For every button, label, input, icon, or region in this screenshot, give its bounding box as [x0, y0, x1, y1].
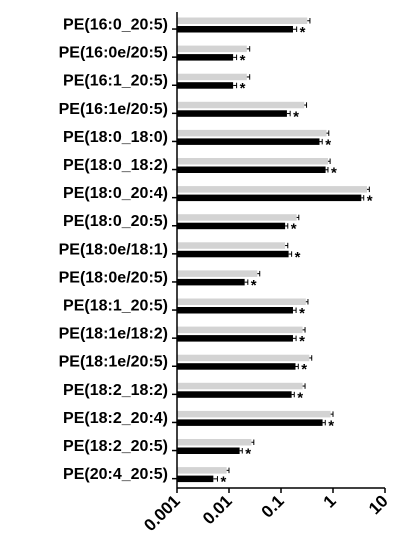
significance-star: *: [291, 221, 297, 238]
bar-treatment: [177, 82, 234, 89]
bar-control: [177, 382, 303, 390]
x-tick-label: 0.01: [199, 491, 236, 528]
category-label: PE(16:0e/20:5): [59, 45, 168, 62]
labels-layer: * PE(16:0_20:5) * PE(16:0e/20:5) * PE(16:1_20…: [59, 17, 392, 535]
bar-treatment: [177, 307, 293, 314]
category-label: PE(18:2_20:4): [63, 410, 168, 427]
category-label: PE(18:1e/20:5): [59, 354, 168, 371]
bar-treatment: [177, 335, 293, 342]
bar-treatment: [177, 54, 234, 61]
significance-star: *: [299, 333, 305, 350]
bar-treatment: [177, 26, 293, 33]
category-label: PE(18:0_20:4): [63, 185, 168, 202]
x-tick-label: 0.001: [140, 491, 184, 535]
bar-treatment: [177, 363, 296, 370]
significance-star: *: [245, 446, 251, 463]
significance-star: *: [240, 80, 246, 97]
bar-treatment: [177, 419, 323, 426]
bar-control: [177, 186, 367, 193]
bar-treatment: [177, 222, 286, 230]
significance-star: *: [240, 52, 246, 69]
category-label: PE(18:2_18:2): [63, 382, 168, 399]
significance-star: *: [301, 361, 307, 378]
significance-star: *: [251, 277, 257, 294]
significance-star: *: [331, 165, 337, 182]
category-label: PE(20:4_20:5): [63, 466, 168, 483]
category-label: PE(18:0_18:0): [63, 129, 168, 146]
bar-control: [177, 354, 310, 362]
category-label: PE(16:1_20:5): [63, 73, 168, 90]
bar-control: [177, 326, 303, 334]
category-label: PE(18:0e/18:1): [59, 241, 168, 258]
significance-star: *: [220, 474, 226, 491]
significance-star: *: [325, 136, 331, 153]
significance-star: *: [328, 417, 334, 434]
bar-treatment: [177, 475, 214, 483]
category-label: PE(18:0_18:2): [63, 157, 168, 174]
bar-treatment: [177, 391, 292, 398]
bar-control: [177, 214, 297, 221]
significance-star: *: [295, 249, 301, 266]
bar-treatment: [177, 194, 362, 202]
bar-treatment: [177, 138, 320, 145]
category-label: PE(18:0e/20:5): [59, 269, 168, 286]
significance-star: *: [300, 24, 306, 41]
bar-control: [177, 410, 331, 418]
axes-layer: [172, 12, 386, 493]
bar-control: [177, 298, 306, 305]
x-tick-label: 1: [320, 491, 340, 511]
category-label: PE(18:1_20:5): [63, 298, 168, 315]
bar-control: [177, 101, 305, 109]
bar-treatment: [177, 110, 287, 117]
bar-control: [177, 17, 308, 24]
category-label: PE(18:1e/18:2): [59, 326, 168, 343]
category-label: PE(18:2_20:5): [63, 438, 168, 455]
significance-star: *: [297, 389, 303, 406]
category-label: PE(16:1e/20:5): [59, 101, 168, 118]
bar-control: [177, 45, 247, 53]
bars-layer: [177, 17, 370, 483]
bar-control: [177, 129, 327, 137]
x-tick-label: 0.1: [258, 491, 288, 521]
bar-treatment: [177, 447, 240, 454]
bar-control: [177, 242, 286, 249]
bar-control: [177, 270, 258, 277]
bar-treatment: [177, 250, 289, 258]
bar-control: [177, 467, 227, 474]
significance-star: *: [367, 193, 373, 210]
bar-treatment: [177, 278, 245, 286]
bar-control: [177, 439, 252, 446]
x-tick-label: 10: [365, 491, 392, 518]
bar-control: [177, 158, 328, 165]
bar-control: [177, 73, 247, 81]
significance-star: *: [293, 108, 299, 125]
category-label: PE(16:0_20:5): [63, 17, 168, 34]
significance-star: *: [299, 305, 305, 322]
bar-treatment: [177, 166, 326, 173]
category-label: PE(18:0_20:5): [63, 213, 168, 230]
